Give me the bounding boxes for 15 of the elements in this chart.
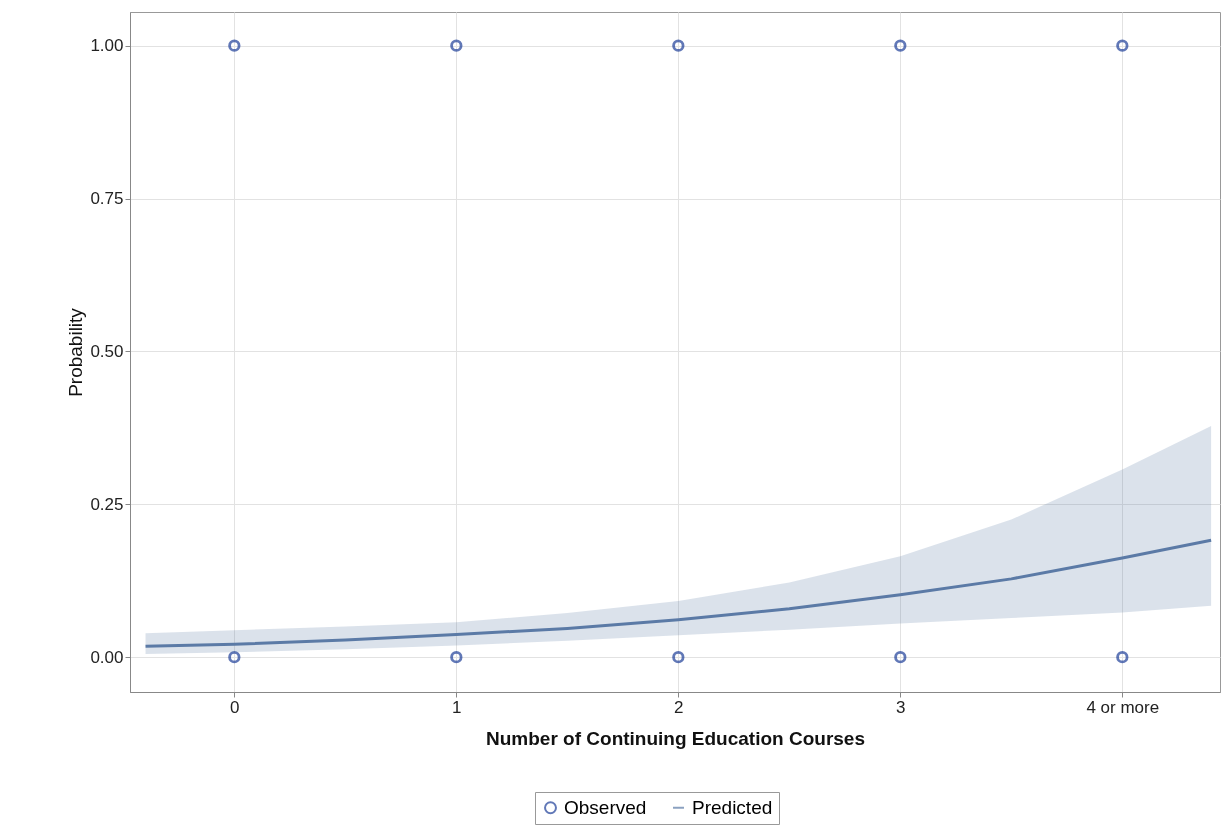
y-tick-label: 0.00 bbox=[90, 647, 124, 667]
x-axis-title: Number of Continuing Education Courses bbox=[486, 727, 865, 749]
legend-label: Observed bbox=[564, 796, 647, 818]
legend-label: Predicted bbox=[692, 796, 773, 818]
x-tick-label: 1 bbox=[452, 697, 462, 717]
x-tick-label: 4 or more bbox=[1086, 697, 1160, 717]
x-tick-label: 2 bbox=[674, 697, 684, 717]
y-tick-label: 0.25 bbox=[90, 494, 124, 514]
x-tick-label: 0 bbox=[230, 697, 240, 717]
line-series bbox=[144, 538, 1213, 648]
y-tick-label: 1.00 bbox=[90, 36, 124, 56]
y-tick-label: 0.50 bbox=[90, 341, 124, 361]
x-tick-label: 3 bbox=[896, 697, 906, 717]
y-axis-title: Probability bbox=[65, 307, 87, 397]
y-tick-label: 0.75 bbox=[90, 189, 124, 209]
